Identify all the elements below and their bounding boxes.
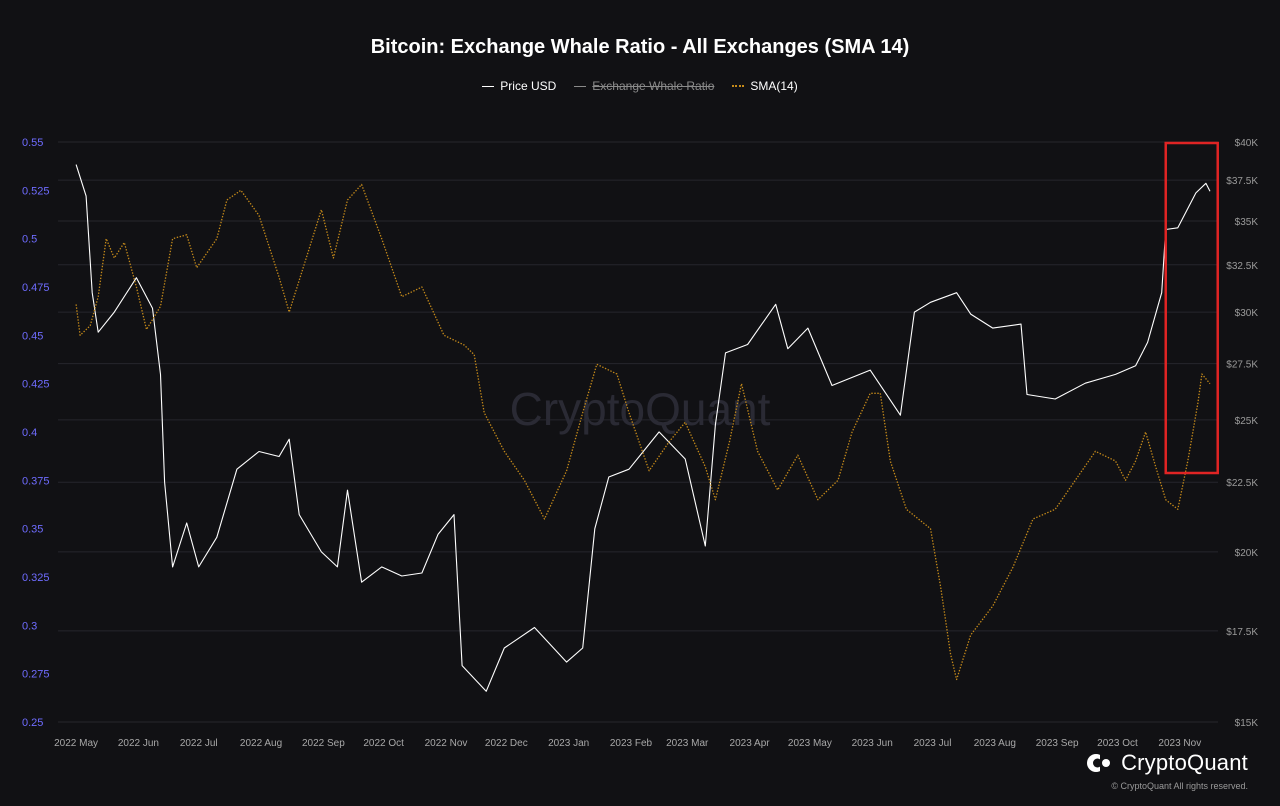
x-tick-label: 2022 Nov [425,738,468,749]
x-tick-label: 2022 May [54,738,98,749]
brand-name: CryptoQuant [1121,750,1248,775]
brand-logo: CryptoQuant [1085,750,1248,776]
legend-label-price: Price USD [500,79,557,93]
left-tick-label: 0.275 [22,669,50,681]
legend-item-whale-ratio[interactable]: Exchange Whale Ratio [574,79,714,93]
watermark-text: CryptoQuant [510,383,771,435]
left-tick-label: 0.425 [22,379,50,391]
right-tick-label: $40K [1235,138,1259,149]
left-tick-label: 0.55 [22,137,43,149]
right-tick-label: $20K [1235,548,1259,559]
x-tick-label: 2023 Oct [1097,738,1138,749]
x-tick-label: 2022 Sep [302,738,345,749]
x-tick-label: 2022 Jun [118,738,159,749]
right-tick-label: $35K [1235,217,1259,228]
x-tick-label: 2022 Aug [240,738,282,749]
grid-lines [58,141,1218,723]
x-tick-label: 2023 Jun [852,738,893,749]
left-tick-label: 0.4 [22,427,37,439]
right-tick-label: $15K [1235,718,1259,729]
left-tick-label: 0.25 [22,717,43,729]
x-tick-label: 2023 May [788,738,832,749]
x-tick-label: 2022 Dec [485,738,528,749]
annotation-layer [1164,141,1219,475]
left-tick-label: 0.325 [22,572,50,584]
x-tick-label: 2023 Nov [1158,738,1201,749]
series-line-price-usd [75,164,1211,692]
copyright-text: © CryptoQuant All rights reserved. [1111,781,1248,791]
cryptoquant-logo-icon [1087,754,1111,772]
x-tick-label: 2023 Sep [1036,738,1079,749]
right-tick-label: $17.5K [1226,627,1258,638]
legend-swatch-sma [732,85,745,87]
right-tick-label: $32.5K [1226,261,1258,272]
legend: Price USD Exchange Whale Ratio SMA(14) [0,79,1280,93]
left-tick-label: 0.35 [22,524,43,536]
x-tick-label: 2022 Oct [363,738,404,749]
series-layer [75,164,1211,692]
x-axis-ticks: 2022 May 2022 Jun 2022 Jul 2022 Aug 2022 Sep… [54,738,1201,749]
right-tick-label: $37.5K [1226,176,1258,187]
right-tick-label: $22.5K [1226,478,1258,489]
x-tick-label: 2023 Feb [610,738,653,749]
left-tick-label: 0.3 [22,620,37,632]
highlight-box [1164,141,1219,475]
x-tick-label: 2023 Jan [548,738,589,749]
x-tick-label: 2022 Jul [180,738,218,749]
left-tick-label: 0.5 [22,234,37,246]
series-line-sma-14 [75,183,1211,681]
right-tick-label: $25K [1235,416,1259,427]
left-tick-label: 0.475 [22,282,50,294]
chart-title: Bitcoin: Exchange Whale Ratio - All Exch… [370,36,910,58]
legend-swatch-whale-ratio [574,85,587,87]
x-tick-label: 2023 Aug [974,738,1016,749]
right-axis-ticks: $40K $37.5K $35K $32.5K $30K $27.5K $25K $22.5K… [1226,138,1258,729]
legend-label-whale-ratio: Exchange Whale Ratio [592,79,715,93]
left-tick-label: 0.45 [22,330,43,342]
legend-item-sma[interactable]: SMA(14) [732,79,798,93]
legend-label-sma: SMA(14) [750,79,798,93]
x-tick-label: 2023 Apr [730,738,771,749]
left-axis-ticks: 0.55 0.525 0.5 0.475 0.45 0.425 0.4 0.375 0.35 0.… [22,137,50,729]
legend-item-price[interactable]: Price USD [482,79,556,93]
x-tick-label: 2023 Mar [666,738,709,749]
left-tick-label: 0.375 [22,475,50,487]
legend-swatch-price [482,85,495,87]
x-tick-label: 2023 Jul [914,738,952,749]
right-tick-label: $27.5K [1226,360,1258,371]
left-tick-label: 0.525 [22,185,50,197]
right-tick-label: $30K [1235,308,1259,319]
